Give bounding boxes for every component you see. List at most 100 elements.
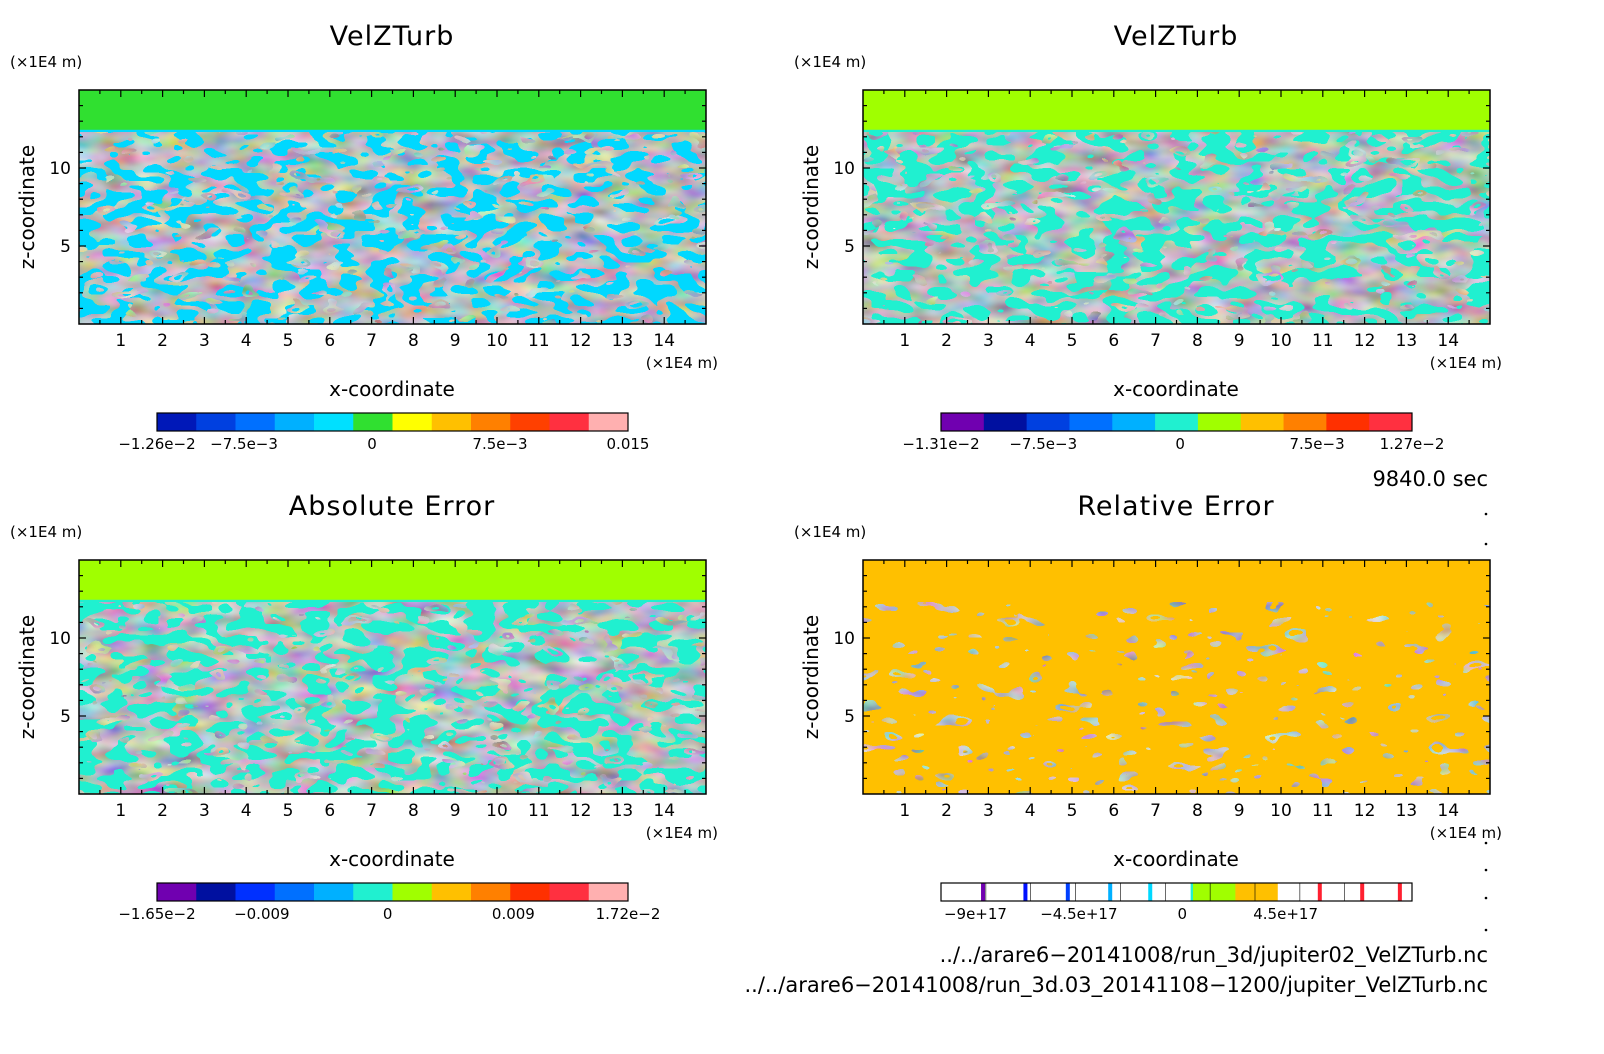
x-tick-label: 8 (408, 331, 419, 351)
colorbar-band (1065, 883, 1070, 901)
x-tick-label: 13 (1396, 801, 1418, 821)
y-tick-label: 10 (833, 629, 855, 649)
colorbar-swatch (1155, 413, 1199, 431)
y-tick-label: 5 (60, 237, 71, 257)
colorbar-swatch (196, 883, 236, 901)
colorbar-tick-label: −9e+17 (944, 905, 1007, 923)
stray-dot (1484, 512, 1488, 516)
colorbar-swatch (431, 413, 472, 431)
x-tick-label: 1 (899, 801, 910, 821)
x-unit-label: (×1E4 m) (646, 354, 718, 372)
colorbar-tick-label: 0.015 (607, 435, 650, 453)
x-tick-label: 10 (486, 801, 508, 821)
stray-dot (1484, 868, 1488, 872)
x-axis-label: x-coordinate (1113, 847, 1239, 871)
x-tick-label: 13 (612, 331, 634, 351)
x-tick-label: 6 (1108, 801, 1119, 821)
x-tick-label: 4 (1025, 801, 1036, 821)
x-tick-label: 1 (115, 331, 126, 351)
y-axis-label: z-coordinate (799, 145, 823, 269)
x-tick-label: 14 (1437, 331, 1459, 351)
colorbar-swatch (549, 413, 590, 431)
panel-absolute-error: Absolute Error(×1E4 m)1 2 3 4 5 6 7 8 9 10 11 12 13 1… (10, 491, 718, 923)
x-tick-label: 14 (653, 331, 675, 351)
colorbar-swatch (471, 413, 511, 431)
y-axis-label: z-coordinate (15, 145, 39, 269)
colorbar-swatch (392, 413, 433, 431)
x-tick-label: 7 (1150, 801, 1161, 821)
colorbar-tick-label: 0.009 (492, 905, 535, 923)
colorbar-frame (940, 882, 1413, 902)
x-tick-label: 8 (408, 801, 419, 821)
y-unit-label: (×1E4 m) (794, 53, 866, 71)
y-axis-label: z-coordinate (799, 615, 823, 739)
x-tick-label: 6 (1108, 331, 1119, 351)
y-axis-label: z-coordinate (15, 615, 39, 739)
y-tick-label: 5 (844, 707, 855, 727)
x-tick-label: 5 (283, 801, 294, 821)
x-axis-label: x-coordinate (1113, 377, 1239, 401)
x-tick-label: 3 (199, 331, 210, 351)
colorbar-swatch (1240, 413, 1285, 431)
colorbar-tick-label: −7.5e−3 (210, 435, 278, 453)
colorbar-band (1317, 883, 1322, 901)
x-axis-label: x-coordinate (329, 377, 455, 401)
x-tick-label: 11 (1312, 801, 1334, 821)
x-tick-label: 5 (1067, 801, 1078, 821)
x-tick-label: 1 (899, 331, 910, 351)
x-tick-label: 7 (366, 331, 377, 351)
colorbar-tick-label: 1.27e−2 (1380, 435, 1445, 453)
x-tick-label: 12 (1354, 801, 1376, 821)
field-image (79, 90, 706, 324)
x-tick-label: 13 (1396, 331, 1418, 351)
time-label: 9840.0 sec (1372, 467, 1488, 491)
x-tick-label: 14 (1437, 801, 1459, 821)
colorbar-tick-label: −1.26e−2 (118, 435, 195, 453)
y-tick-label: 10 (833, 159, 855, 179)
panel-title: Absolute Error (289, 491, 495, 522)
colorbar-background (941, 883, 1412, 901)
colorbar-band (1235, 883, 1278, 901)
x-tick-label: 12 (1354, 331, 1376, 351)
colorbar-tick-label: 7.5e−3 (1289, 435, 1344, 453)
stray-dot (1484, 542, 1488, 546)
x-tick-label: 13 (612, 801, 634, 821)
colorbar-band (1190, 883, 1195, 901)
colorbar-tick-label: 7.5e−3 (472, 435, 527, 453)
colorbar-tick-label: 1.72e−2 (596, 905, 661, 923)
x-tick-label: 2 (941, 331, 952, 351)
colorbar-band (981, 883, 986, 901)
colorbar-swatch (392, 883, 433, 901)
x-tick-label: 12 (570, 801, 592, 821)
colorbar-swatch (274, 883, 315, 901)
x-tick-label: 6 (324, 801, 335, 821)
x-axis-label: x-coordinate (329, 847, 455, 871)
panel-title: VelZTurb (330, 21, 455, 52)
x-tick-label: 11 (1312, 331, 1334, 351)
x-unit-label: (×1E4 m) (646, 824, 718, 842)
x-tick-label: 9 (450, 331, 461, 351)
x-tick-label: 6 (324, 331, 335, 351)
colorbar-swatch (196, 413, 236, 431)
stray-dot (1484, 841, 1488, 845)
colorbar-band (1397, 883, 1402, 901)
y-tick-label: 10 (49, 629, 71, 649)
x-tick-label: 10 (1270, 801, 1292, 821)
panel-velzturb-2: VelZTurb(×1E4 m)1 2 3 4 5 6 7 8 9 10 11 12 13 14510(×… (794, 21, 1502, 453)
colorbar-swatch (510, 413, 550, 431)
x-tick-label: 3 (983, 801, 994, 821)
panel-velzturb-1: VelZTurb(×1E4 m)1 2 3 4 5 6 7 8 9 10 11 12 13 14510(×… (10, 21, 718, 453)
x-tick-label: 4 (241, 331, 252, 351)
x-tick-label: 3 (199, 801, 210, 821)
colorbar-frame (940, 412, 1413, 432)
colorbar-swatch (314, 413, 354, 431)
colorbar-swatch (588, 883, 629, 901)
x-unit-label: (×1E4 m) (1430, 824, 1502, 842)
colorbar-swatch (549, 883, 590, 901)
x-tick-label: 8 (1192, 801, 1203, 821)
colorbar-swatch (1326, 413, 1370, 431)
colorbar-tick-label: −7.5e−3 (1009, 435, 1077, 453)
x-tick-label: 2 (941, 801, 952, 821)
x-tick-label: 10 (486, 331, 508, 351)
